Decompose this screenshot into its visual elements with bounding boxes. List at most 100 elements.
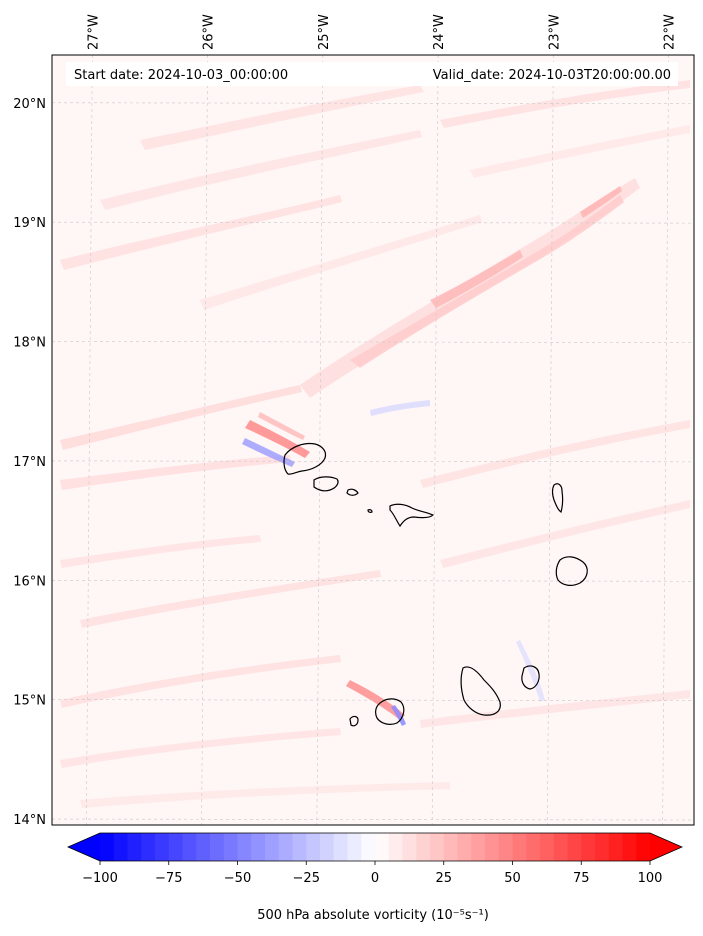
colorbar-tick-label: −75 — [155, 871, 182, 886]
lon-tick-label: 26°W — [202, 14, 217, 50]
colorbar-segment — [182, 833, 197, 861]
colorbar-segment — [223, 833, 238, 861]
island-santo-antao — [283, 442, 327, 475]
colorbar-segment — [553, 833, 568, 861]
island-fogo — [375, 698, 405, 725]
colorbar-segment — [636, 833, 651, 861]
colorbar-tick-label: 75 — [573, 871, 590, 886]
gridline-lon-3 — [431, 54, 439, 826]
lat-tick-label: 17°N — [13, 455, 46, 470]
start-date-label: Start date: 2024-10-03_00:00:00 — [74, 68, 288, 83]
gridline-lon-5 — [662, 54, 669, 826]
lat-tick-label: 15°N — [13, 694, 46, 709]
colorbar-segment — [416, 833, 431, 861]
gridline-lat-4 — [51, 579, 695, 582]
colorbar-tick-label: −50 — [224, 871, 251, 886]
colorbar-tick-label: −100 — [82, 871, 118, 886]
gridline-lat-6 — [51, 818, 695, 821]
colorbar-segment — [127, 833, 142, 861]
gridline-lon-2 — [316, 54, 324, 826]
colorbar-segment — [251, 833, 266, 861]
gridline-lon-1 — [201, 54, 208, 826]
colorbar-tick-label: −25 — [293, 871, 320, 886]
island-brava — [349, 715, 359, 727]
colorbar-segment — [540, 833, 555, 861]
colorbar-segment — [237, 833, 252, 861]
colorbar-segment — [526, 833, 541, 861]
colorbar-segment — [141, 833, 156, 861]
colorbar-segment — [622, 833, 637, 861]
colorbar-segment — [457, 833, 472, 861]
colorbar-segment — [567, 833, 582, 861]
island-sao-nicolau — [389, 503, 435, 528]
gridlines — [51, 54, 695, 826]
colorbar-tick-label: 50 — [504, 871, 521, 886]
gridline-lat-1 — [51, 221, 695, 224]
colorbar-tick-label: 0 — [371, 871, 379, 886]
colorbar-segment — [430, 833, 445, 861]
vorticity-band-northeast — [300, 178, 640, 398]
gridline-lat-0 — [51, 102, 695, 105]
island-maio — [521, 665, 540, 690]
longitude-tick-labels: 27°W 26°W 25°W 24°W 23°W 22°W — [86, 14, 677, 50]
colorbar-segment — [498, 833, 513, 861]
lon-tick-label: 22°W — [663, 14, 678, 50]
colorbar-segment — [155, 833, 170, 861]
colorbar-segment — [306, 833, 321, 861]
vorticity-streaks-south — [60, 640, 690, 808]
colorbar-segment — [581, 833, 596, 861]
island-raso — [367, 509, 373, 513]
date-info-box: Start date: 2024-10-03_00:00:00 Valid_da… — [66, 62, 678, 86]
lat-tick-label: 16°N — [13, 574, 46, 589]
colorbar-ticks: −100 −75 −50 −25 0 25 50 75 100 — [82, 861, 662, 886]
colorbar-high-extension — [650, 833, 682, 861]
map-frame — [51, 54, 695, 826]
colorbar-segment — [265, 833, 280, 861]
lat-tick-label: 19°N — [13, 216, 46, 231]
colorbar-segment — [347, 833, 362, 861]
colorbar-segment — [100, 833, 115, 861]
colorbar: −100 −75 −50 −25 0 25 50 75 100 500 hPa absolute… — [67, 832, 683, 923]
gridline-lat-5 — [51, 699, 695, 701]
lon-tick-label: 23°W — [547, 14, 562, 50]
lat-tick-label: 20°N — [13, 97, 46, 112]
gridline-lat-3 — [51, 460, 695, 463]
colorbar-segment — [210, 833, 225, 861]
colorbar-segment — [320, 833, 335, 861]
date-info-background — [66, 62, 678, 86]
colorbar-segment — [196, 833, 211, 861]
colorbar-low-extension — [68, 833, 100, 861]
colorbar-segment — [333, 833, 348, 861]
colorbar-tick-label: 100 — [638, 871, 663, 886]
colorbar-segment — [512, 833, 527, 861]
colorbar-segment — [485, 833, 500, 861]
island-sao-vicente — [313, 476, 339, 492]
vorticity-field — [60, 80, 690, 808]
island-boa-vista — [555, 556, 588, 586]
colorbar-label: 500 hPa absolute vorticity (10⁻⁵s⁻¹) — [257, 908, 489, 923]
vorticity-streaks-north — [60, 80, 690, 310]
island-santiago — [460, 666, 501, 716]
colorbar-segment — [388, 833, 403, 861]
lat-tick-label: 14°N — [13, 813, 46, 828]
vorticity-streaks-central — [60, 385, 690, 628]
coastlines — [283, 442, 588, 727]
colorbar-segment — [471, 833, 486, 861]
colorbar-segment — [361, 833, 376, 861]
lon-tick-label: 27°W — [86, 14, 101, 50]
colorbar-segment — [608, 833, 623, 861]
colorbar-segment — [375, 833, 390, 861]
gridline-lat-2 — [51, 341, 695, 343]
colorbar-segment — [443, 833, 458, 861]
colorbar-gradient — [100, 833, 651, 861]
colorbar-segment — [402, 833, 417, 861]
lat-tick-label: 18°N — [13, 336, 46, 351]
lon-tick-label: 24°W — [432, 14, 447, 50]
colorbar-segment — [278, 833, 293, 861]
latitude-tick-labels: 20°N 19°N 18°N 17°N 16°N 15°N 14°N — [13, 97, 46, 828]
gridline-lon-4 — [547, 54, 554, 826]
colorbar-segment — [595, 833, 610, 861]
lon-tick-label: 25°W — [317, 14, 332, 50]
island-santa-luzia — [346, 488, 359, 496]
